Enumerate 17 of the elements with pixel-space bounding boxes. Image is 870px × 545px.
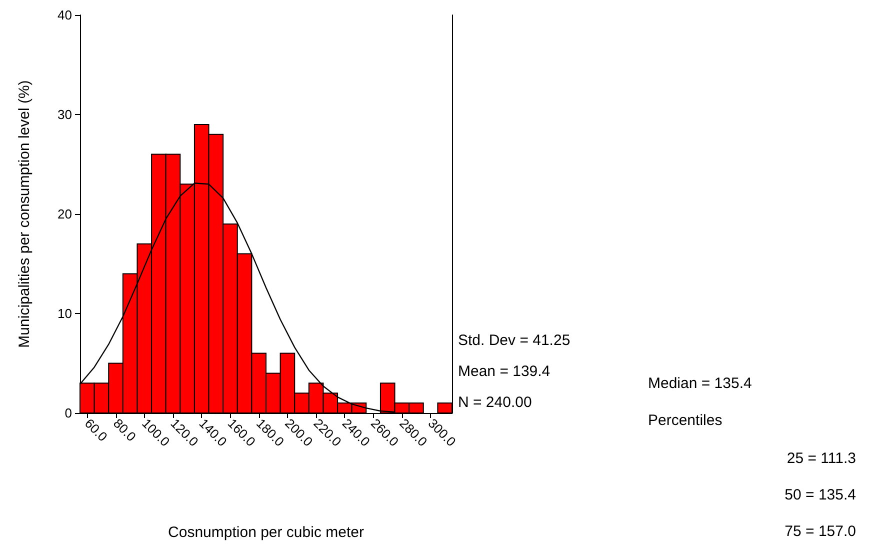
y-tick-label: 30 <box>58 107 72 122</box>
y-tick-label: 10 <box>58 306 72 321</box>
text: Median = 135.4 <box>648 375 752 392</box>
y-axis-title: Municipalities per consumption level (%) <box>16 80 33 348</box>
text: 75 = 157.0 <box>784 523 856 540</box>
y-tick-label: 0 <box>64 406 72 420</box>
text: Mean = 139.4 <box>458 363 550 380</box>
text: Percentiles <box>648 412 722 429</box>
x-tick-label: 60.0 <box>82 416 110 444</box>
text: Std. Dev = 41.25 <box>458 332 570 349</box>
x-tick-label: 80.0 <box>110 416 139 444</box>
text: N = 240.00 <box>458 394 532 411</box>
y-tick-label: 20 <box>58 206 72 222</box>
x-axis-title: Cosnumption per cubic meter <box>168 524 364 541</box>
y-tick-label: 40 <box>58 8 72 22</box>
text: 50 = 135.4 <box>784 486 856 504</box>
text: 25 = 111.3 <box>786 450 856 467</box>
